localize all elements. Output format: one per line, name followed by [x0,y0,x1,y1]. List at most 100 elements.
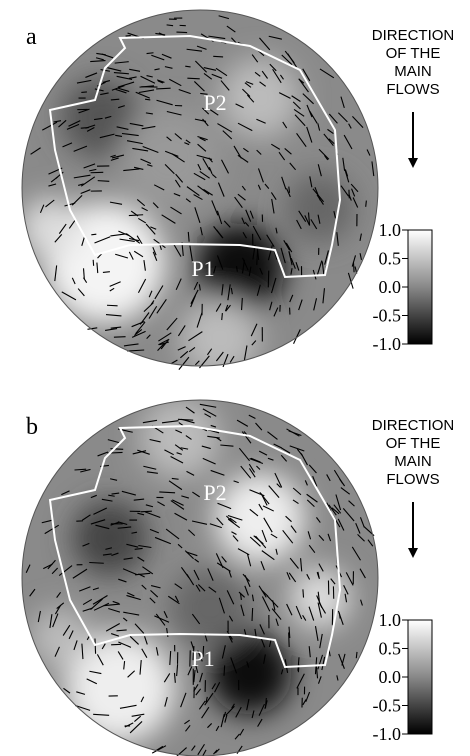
flow-vector [250,457,261,463]
flow-vector [86,678,98,685]
flow-vector [208,167,213,175]
flow-vector [308,544,316,554]
flow-vector [187,231,190,242]
flow-vector [202,158,211,171]
flow-vector [207,435,220,439]
flow-vector [289,445,305,452]
flow-vector [157,342,165,351]
flow-vector [110,157,119,161]
flow-vector [193,172,206,181]
flow-vector [111,154,125,159]
flow-vector [319,633,323,649]
flow-vector [138,544,152,549]
flow-vector [328,138,335,144]
flow-vector [191,745,196,751]
flow-vector [169,650,172,666]
flow-vector [97,180,110,182]
flow-vector [288,626,291,639]
flow-vector [80,468,91,473]
flow-vector [116,629,127,632]
flow-vector [202,645,205,657]
direction-text: OF THE [386,435,441,452]
flow-vector [333,211,337,219]
flow-vector [289,294,294,303]
flow-vector [213,226,223,238]
flow-vector [96,654,104,666]
flow-vector [173,244,182,257]
flow-vector [211,73,223,79]
flow-vector [221,284,224,296]
flow-vector [115,134,123,137]
flow-vector [347,272,354,289]
flow-vector [259,624,265,635]
flow-vector [344,593,348,603]
flow-vector [256,247,260,260]
flow-vector [209,109,219,116]
flow-vector [249,458,264,464]
flow-vector [151,54,165,61]
flow-vector [213,55,224,58]
flow-vector [186,470,195,476]
flow-vector [193,670,196,683]
flow-vector [255,422,263,431]
flow-vector [230,287,233,295]
flow-vector [195,584,201,592]
flow-vector [135,321,146,335]
flow-vector [175,173,184,183]
flow-vector [215,303,222,312]
texture-blob [170,568,250,648]
direction-text: MAIN [394,63,432,80]
colorbar-tick-label: 0.0 [379,667,402,687]
flow-vector [242,147,249,153]
flow-vector [101,53,114,59]
flow-vector [257,718,263,727]
flow-vector [234,196,243,209]
flow-vector [73,640,78,651]
flow-vector [201,107,210,115]
direction-text: DIRECTION [372,27,455,44]
flow-vector [273,307,279,317]
flow-vector [56,602,65,609]
flow-vector [153,184,165,191]
flow-vector [319,68,335,79]
flow-vector [302,68,311,82]
flow-vector [200,92,208,95]
flow-vector [289,557,299,569]
flow-vector [366,149,371,156]
region-label: P2 [203,90,226,115]
flow-vector [144,511,161,519]
flow-vector [114,61,129,64]
flow-vector [237,122,253,132]
flow-vector [76,691,86,695]
flow-vector [133,498,145,501]
flow-vector [304,215,311,226]
flow-vector [170,455,184,464]
flow-vector [225,304,231,312]
flow-vector [30,147,41,155]
flow-vector [129,721,143,734]
flow-vector [317,123,321,131]
flow-vector [174,179,181,188]
flow-vector [166,627,169,638]
flow-vector [260,493,268,506]
flow-vector [239,728,245,736]
flow-vector [185,139,191,144]
flow-vector [123,168,140,172]
flow-vector [143,260,146,271]
flow-vector [263,654,266,664]
flow-vector [47,559,56,570]
flow-vector [180,692,187,708]
flow-vector [286,603,293,616]
flow-vector [290,525,297,534]
flow-vector [110,326,122,329]
flow-vector [262,505,275,512]
flow-vector [118,578,127,583]
flow-vector [230,657,238,674]
flow-vector [78,183,84,186]
flow-vector [288,186,291,193]
flow-vector [164,163,175,175]
flow-vector [113,336,126,338]
flow-vector [54,233,63,243]
flow-vector [126,543,139,548]
flow-vector [324,155,329,161]
